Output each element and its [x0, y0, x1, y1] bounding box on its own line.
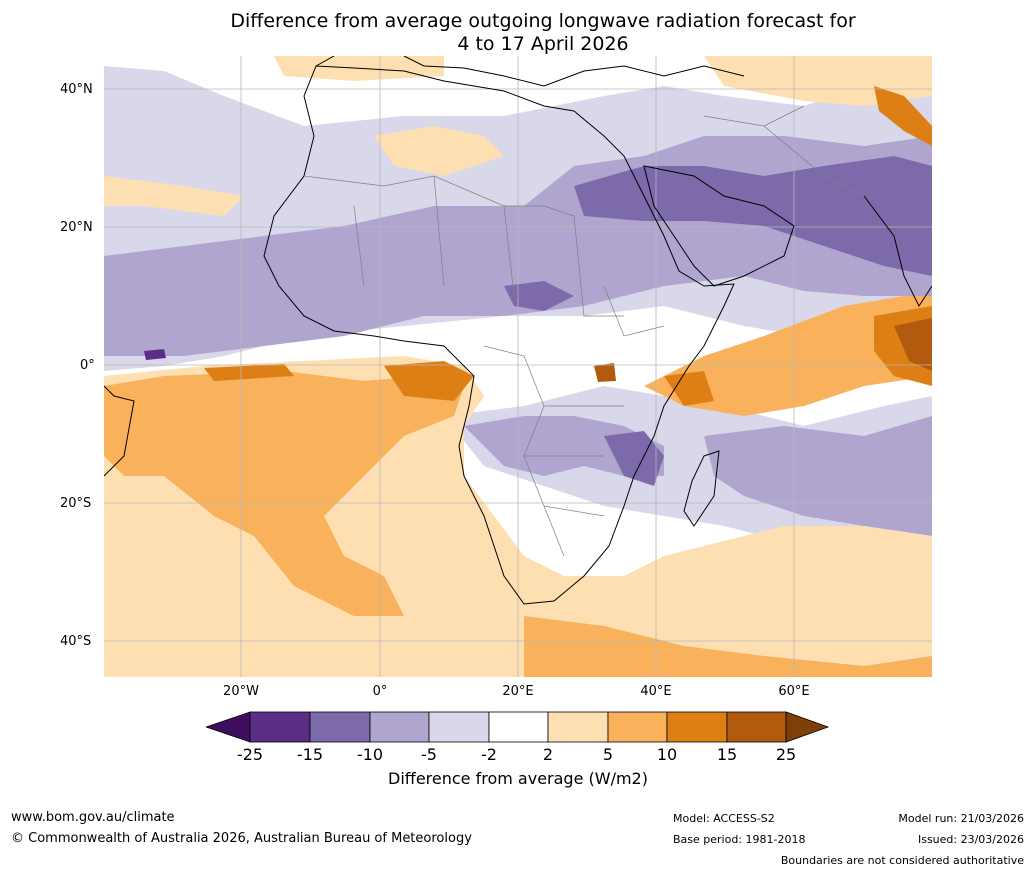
- colorbar-tick-9: 15: [716, 745, 738, 764]
- india-coastline: [863, 195, 932, 308]
- olr-anomaly-map: [104, 56, 932, 677]
- lat-label-0: 0°: [80, 358, 95, 373]
- colorbar-bin-4: [428, 711, 490, 743]
- footer-boundaries-note: Boundaries are not considered authoritat…: [780, 854, 1024, 867]
- colorbar-bin-6: [547, 711, 609, 743]
- lon-label-40e: 40°E: [640, 684, 672, 699]
- chart-title: Difference from average outgoing longwav…: [0, 10, 1035, 56]
- anomaly-region-darkest-purple: [144, 349, 166, 360]
- anomaly-region-dark-orange-gulf: [384, 361, 474, 401]
- anomaly-region-light-orange-northeast: [704, 56, 932, 106]
- colorbar-tick-6: 2: [542, 745, 554, 764]
- colorbar-bin-5: [488, 711, 549, 743]
- colorbar-tick-4: -5: [421, 745, 437, 764]
- arabia-coastline: [643, 165, 795, 287]
- anomaly-region-dark-orange-east-africa: [664, 371, 714, 406]
- title-line-1: Difference from average outgoing longwav…: [230, 10, 856, 32]
- europe-coastline: [315, 56, 745, 87]
- anomaly-region-orange-south-atlantic: [104, 371, 464, 616]
- anomaly-region-medium-purple-south: [464, 416, 664, 476]
- lon-label-60e: 60°E: [778, 684, 810, 699]
- anomaly-region-light-orange-north: [374, 126, 504, 176]
- footer-model-run: Model run: 21/03/2026: [898, 812, 1024, 825]
- colorbar-tick-5: -2: [481, 745, 497, 764]
- coastlines: [104, 56, 932, 605]
- lat-label-40s: 40°S: [60, 634, 92, 649]
- anomaly-region-dark-purple-south: [604, 431, 664, 486]
- lon-label-20w: 20°W: [223, 684, 259, 699]
- lon-label-0: 0°: [372, 684, 388, 699]
- title-line-2: 4 to 17 April 2026: [457, 33, 629, 55]
- anomaly-region-medium-purple-east: [704, 416, 932, 536]
- madagascar-coastline: [683, 450, 720, 527]
- anomaly-region-dark-purple-arabia: [574, 156, 932, 276]
- anomaly-region-orange-indian-ocean: [644, 296, 932, 416]
- colorbar-bin-1: [249, 711, 311, 743]
- country-boundaries: [303, 105, 865, 557]
- colorbar-bin-2: [309, 711, 371, 743]
- anomaly-region-dark-orange-victoria: [594, 363, 616, 382]
- colorbar-bin-9: [726, 711, 787, 743]
- footer-issued: Issued: 23/03/2026: [917, 833, 1024, 846]
- africa-coastline: [263, 65, 735, 605]
- colorbar-extend-high: [785, 711, 830, 743]
- colorbar-tick-3: -10: [356, 745, 384, 764]
- footer-copyright: © Commonwealth of Australia 2026, Austra…: [11, 831, 472, 846]
- lat-label-40n: 40°N: [60, 82, 93, 97]
- footer-model: Model: ACCESS-S2: [673, 812, 775, 825]
- colorbar-label: Difference from average (W/m2): [388, 769, 648, 788]
- anomaly-region-dark-purple-central: [504, 281, 574, 311]
- footer-url: www.bom.gov.au/climate: [11, 810, 175, 825]
- colorbar-tick-1: -25: [236, 745, 264, 764]
- colorbar-extend-low: [206, 711, 251, 743]
- lat-label-20s: 20°S: [60, 496, 92, 511]
- anomaly-region-dark-orange-west: [204, 364, 294, 381]
- map-gridlines: [104, 56, 932, 677]
- colorbar: [206, 711, 830, 743]
- colorbar-tick-2: -15: [296, 745, 324, 764]
- lat-label-20n: 20°N: [60, 220, 93, 235]
- anomaly-region-dark-orange-himalaya: [874, 86, 932, 146]
- colorbar-tick-10: 25: [775, 745, 797, 764]
- south-america-coastline: [104, 385, 135, 477]
- anomaly-region-brown-indian: [894, 318, 932, 371]
- colorbar-tick-7: 5: [602, 745, 614, 764]
- anomaly-region-light-orange-west: [104, 176, 244, 216]
- colorbar-bin-8: [666, 711, 728, 743]
- anomaly-region-orange-south: [524, 616, 932, 677]
- footer-base-period: Base period: 1981-2018: [673, 833, 806, 846]
- colorbar-tick-8: 10: [656, 745, 678, 764]
- lon-label-20e: 20°E: [502, 684, 534, 699]
- colorbar-bin-7: [607, 711, 668, 743]
- colorbar-bin-3: [369, 711, 430, 743]
